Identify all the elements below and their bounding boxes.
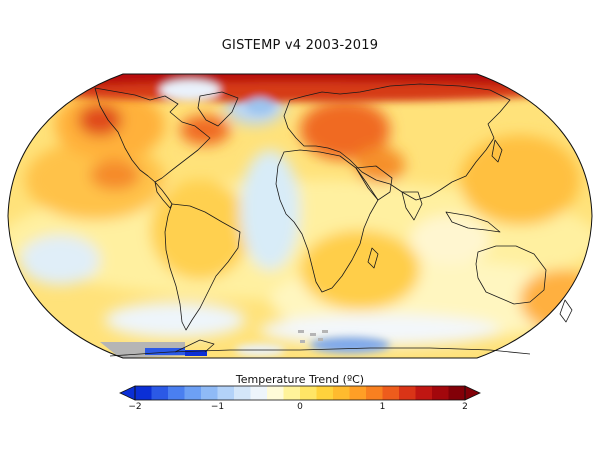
map-field — [8, 74, 592, 358]
colorbar-cell — [217, 386, 235, 400]
coastlines — [94, 83, 573, 357]
colorbar-cell — [316, 386, 334, 400]
colorbar-frame — [134, 385, 466, 401]
map-title: GISTEMP v4 2003-2019 — [221, 38, 379, 53]
colorbar-cell — [300, 386, 317, 400]
colorbar-tick: 0 — [297, 402, 303, 412]
colorbar-cell — [333, 386, 350, 400]
colorbar-cell — [399, 386, 416, 400]
colorbar-cell — [382, 386, 400, 400]
colorbar-cell — [250, 386, 268, 400]
colorbar-cell — [184, 386, 202, 400]
colorbar-tick: −2 — [128, 402, 142, 412]
colorbar-cell — [135, 386, 152, 400]
map-border — [7, 73, 593, 359]
colorbar-cell — [448, 386, 466, 400]
colorbar-tick: 1 — [379, 402, 386, 412]
colorbar-cell — [168, 386, 185, 400]
colorbar-cell — [349, 386, 367, 400]
colorbar-tick: −1 — [210, 402, 225, 412]
colorbar-tick: 2 — [462, 402, 468, 412]
colorbar-cells — [135, 386, 466, 400]
colorbar-cell — [201, 386, 218, 400]
colorbar-cell — [267, 386, 284, 400]
colorbar-title: Temperature Trend (ºC) — [235, 373, 365, 386]
colorbar-cell — [234, 386, 251, 400]
colorbar-cell — [415, 386, 433, 400]
colorbar-cell — [366, 386, 383, 400]
colorbar-max-arrow — [464, 385, 481, 401]
colorbar-cell — [283, 386, 301, 400]
colorbar-cell — [432, 386, 449, 400]
colorbar-min-arrow — [119, 385, 136, 401]
colorbar-cell — [151, 386, 169, 400]
